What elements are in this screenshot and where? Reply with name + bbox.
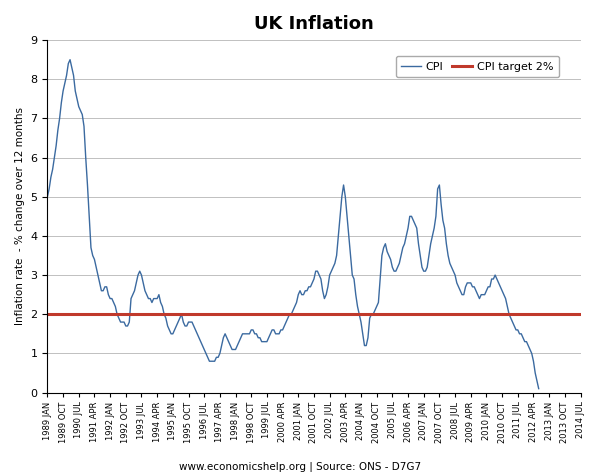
CPI xyxy=(167,331,175,337)
CPI xyxy=(518,331,525,337)
CPI xyxy=(391,268,398,274)
Line: CPI: CPI xyxy=(47,59,539,388)
CPI xyxy=(535,386,542,391)
CPI target 2% xyxy=(44,312,51,317)
CPI xyxy=(453,280,460,286)
Text: www.economicshelp.org | Source: ONS - D7G7: www.economicshelp.org | Source: ONS - D7… xyxy=(179,462,421,472)
Legend: CPI, CPI target 2%: CPI, CPI target 2% xyxy=(396,56,559,77)
Y-axis label: Inflation rate  - % change over 12 months: Inflation rate - % change over 12 months xyxy=(15,107,25,325)
CPI target 2% xyxy=(46,312,53,317)
CPI xyxy=(67,57,74,62)
Title: UK Inflation: UK Inflation xyxy=(254,15,374,33)
CPI xyxy=(44,194,51,200)
CPI xyxy=(63,73,70,78)
CPI xyxy=(281,323,288,329)
